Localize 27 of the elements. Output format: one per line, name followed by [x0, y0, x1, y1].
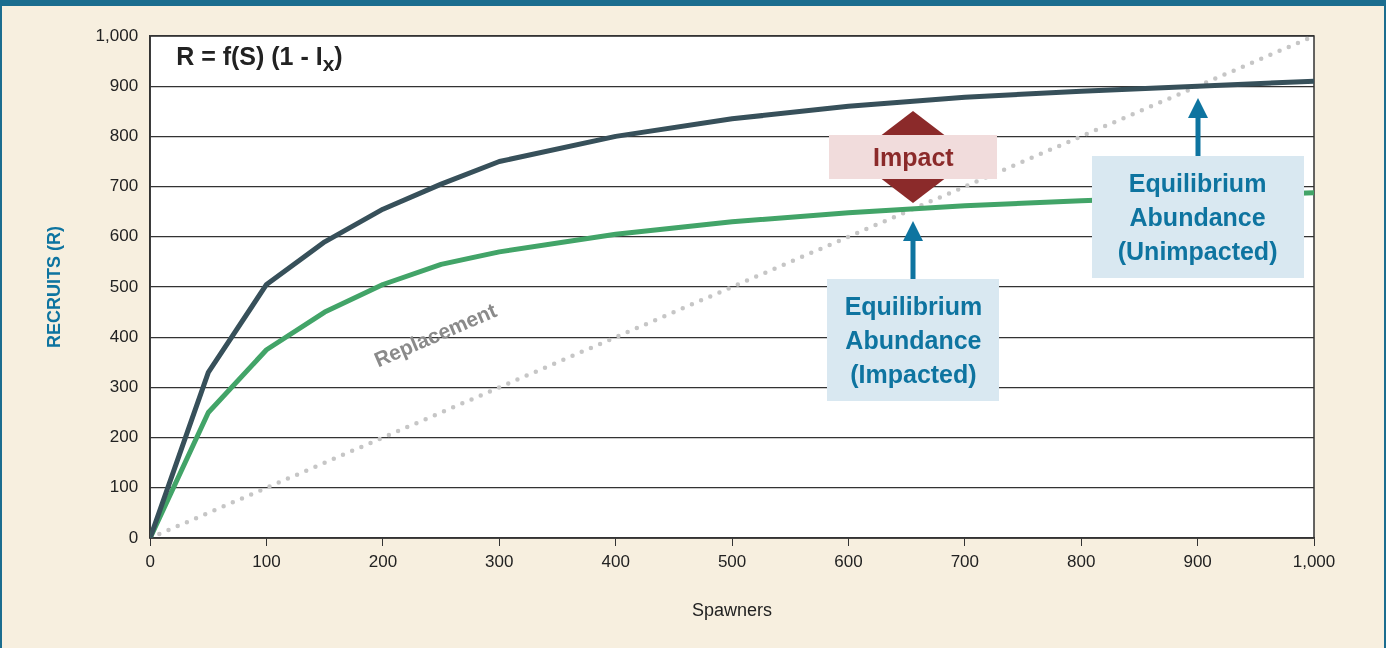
x-tick-label: 700 [950, 551, 980, 571]
x-tick-label: 900 [1183, 551, 1212, 571]
chart-title: R = f(S) (1 - I$_{x}$) [176, 42, 343, 76]
y-tick-label: 900 [109, 75, 139, 95]
x-tick-label: 500 [717, 551, 747, 571]
y-tick-label: 1,000 [95, 25, 139, 45]
y-tick-label: 100 [109, 477, 139, 497]
x-tick-label: 200 [368, 551, 398, 571]
y-tick-label: 700 [109, 176, 139, 196]
y-axis-title: RECRUITS (R) [43, 226, 64, 348]
x-tick-label: 100 [252, 551, 281, 571]
x-tick-label: 800 [1067, 551, 1096, 571]
y-tick-label: 300 [109, 377, 139, 397]
x-tick-label: 600 [834, 551, 863, 571]
annotation: Equilibrium Abundance (Unimpacted) [1116, 168, 1279, 268]
annotation: Equilibrium Abundance (Impacted) [843, 290, 984, 390]
y-tick-label: 600 [109, 226, 139, 246]
x-tick-label: 400 [601, 551, 630, 571]
x-tick-label: 300 [485, 551, 514, 571]
y-tick-label: 800 [109, 126, 139, 146]
y-tick-label: 0 [128, 527, 139, 547]
y-tick-label: 500 [109, 276, 139, 296]
y-tick-label: 400 [109, 326, 139, 346]
x-axis-title: Spawners [692, 600, 773, 621]
x-tick-label: 1,000 [1292, 551, 1336, 571]
y-tick-label: 200 [109, 427, 139, 447]
x-tick-label: 0 [145, 551, 155, 571]
